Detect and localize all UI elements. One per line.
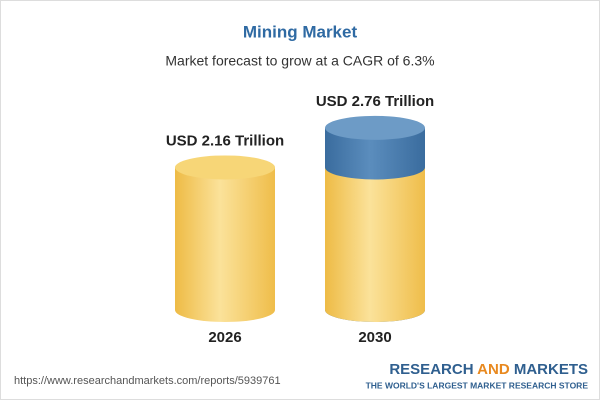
- x-tick-label: 2030: [358, 329, 391, 346]
- cylinder: [175, 155, 275, 322]
- chart-subtitle: Market forecast to grow at a CAGR of 6.3…: [165, 53, 434, 69]
- brand-word: MARKETS: [514, 361, 588, 378]
- source-url: https://www.researchandmarkets.com/repor…: [14, 375, 281, 387]
- cylinder-top: [175, 155, 275, 180]
- brand-word: AND: [477, 361, 510, 378]
- brand-word: RESEARCH: [389, 361, 473, 378]
- cylinder-body: [175, 167, 275, 322]
- brand-tagline: THE WORLD'S LARGEST MARKET RESEARCH STOR…: [366, 380, 589, 390]
- value-label: USD 2.16 Trillion: [166, 132, 284, 149]
- value-label: USD 2.76 Trillion: [316, 93, 434, 110]
- brand: RESEARCH AND MARKETS: [389, 361, 588, 378]
- cylinder: [325, 115, 425, 322]
- cylinder-base-part: [325, 167, 425, 322]
- cylinder-top: [325, 115, 425, 140]
- chart-title: Mining Market: [243, 22, 358, 41]
- x-tick-label: 2026: [208, 329, 241, 346]
